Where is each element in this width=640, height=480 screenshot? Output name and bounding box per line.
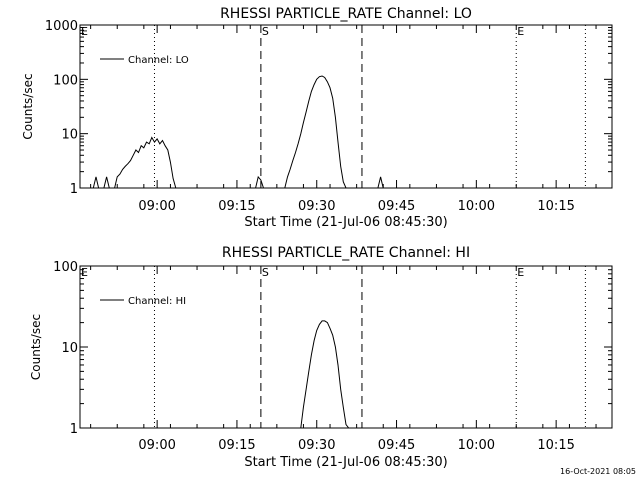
chart-1-marker-label: S — [262, 25, 269, 38]
chart-1-x-axis-label: Start Time (21-Jul-06 08:45:30) — [244, 215, 447, 230]
chart-2-x-tick-label: 09:00 — [138, 438, 175, 453]
chart-1-y-tick-label: 10 — [61, 128, 78, 143]
chart-2-y-tick-label: 1 — [70, 422, 78, 437]
footer-timestamp: 16-Oct-2021 08:05 — [560, 467, 636, 476]
chart-2-group: RHESSI PARTICLE_RATE Channel: HI Counts/s… — [29, 245, 613, 470]
chart-1-x-tick-label: 09:00 — [138, 199, 175, 214]
chart-1-x-tick-label: 10:00 — [458, 199, 495, 214]
chart-2-y-tick-label: 100 — [53, 260, 78, 275]
chart-2-marker-label: E — [517, 266, 524, 279]
chart-2-title: RHESSI PARTICLE_RATE Channel: HI — [222, 245, 470, 261]
chart-2-x-tick-label: 09:30 — [298, 438, 335, 453]
chart-1-title: RHESSI PARTICLE_RATE Channel: LO — [220, 6, 472, 22]
chart-2-marker-label: S — [262, 266, 269, 279]
chart-2-x-tick-label: 09:45 — [378, 438, 415, 453]
chart-1-y-tick-label: 1000 — [45, 19, 78, 34]
chart-2-series-line — [300, 320, 350, 429]
chart-2-x-tick-label: 09:15 — [218, 438, 255, 453]
chart-1-series-line — [92, 75, 384, 189]
chart-2-y-tick-label: 10 — [61, 341, 78, 356]
chart-1-x-tick-label: 10:15 — [537, 199, 574, 214]
chart-1-x-tick-label: 09:15 — [218, 199, 255, 214]
chart-2-corner-label: E — [81, 266, 88, 279]
chart-1-x-tick-label: 09:45 — [378, 199, 415, 214]
chart-1-y-axis-label: Counts/sec — [21, 73, 35, 139]
chart-2-x-tick-label: 10:00 — [458, 438, 495, 453]
chart-1-y-tick-label: 100 — [53, 73, 78, 88]
chart-2-legend-label: Channel: HI — [128, 296, 186, 307]
chart-1-corner-label: E — [81, 25, 88, 38]
chart-1-marker-label: E — [517, 25, 524, 38]
chart-2-x-axis-label: Start Time (21-Jul-06 08:45:30) — [244, 455, 447, 470]
chart-1-x-tick-label: 09:30 — [298, 199, 335, 214]
chart-1-legend-label: Channel: LO — [128, 55, 189, 66]
chart-1-group: RHESSI PARTICLE_RATE Channel: LO Counts/s… — [21, 6, 613, 230]
chart-2-x-tick-label: 10:15 — [537, 438, 574, 453]
chart-1-y-tick-label: 1 — [70, 182, 78, 197]
chart-2-y-axis-label: Counts/sec — [29, 314, 43, 380]
